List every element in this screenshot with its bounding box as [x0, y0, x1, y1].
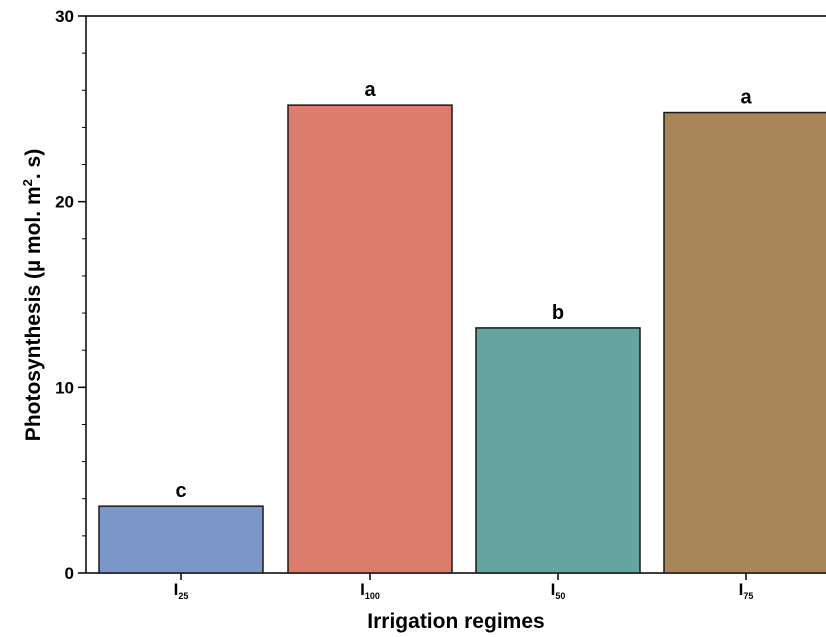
y-tick-label: 10 [55, 378, 74, 397]
x-axis-title: Irrigation regimes [367, 610, 544, 633]
bar-i100 [287, 104, 453, 574]
significance-letter: b [552, 302, 564, 324]
bar-i25 [98, 505, 264, 574]
significance-letter: c [175, 480, 186, 502]
labels: 0 10 20 30 c I25 a I100 b I50 a I75 Irrigation regim… [20, 7, 753, 633]
y-tick-label: 0 [65, 564, 74, 583]
y-axis-title: Photosynthesis (µ mol. m2. s) [20, 149, 45, 441]
x-tick-label: I100 [360, 580, 380, 601]
x-tick-label: I50 [551, 580, 566, 601]
y-tick-label: 20 [55, 193, 74, 212]
bar-i75 [663, 111, 826, 574]
y-tick-label: 30 [55, 7, 74, 26]
significance-letter: a [364, 79, 376, 101]
significance-letter: a [740, 87, 752, 109]
bar-i50 [475, 327, 641, 574]
bars [98, 104, 826, 574]
x-tick-label: I25 [174, 580, 189, 601]
x-tick-label: I75 [739, 580, 754, 601]
